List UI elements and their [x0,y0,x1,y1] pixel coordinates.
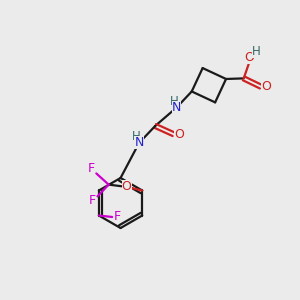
Text: H: H [170,95,178,108]
Text: F: F [88,194,96,207]
Text: H: H [132,130,141,143]
Text: N: N [172,101,181,114]
Text: F: F [114,211,121,224]
Text: O: O [244,51,254,64]
Text: O: O [122,180,132,193]
Text: O: O [261,80,271,93]
Text: F: F [87,163,94,176]
Text: H: H [252,45,261,58]
Text: O: O [174,128,184,141]
Text: N: N [134,136,144,149]
